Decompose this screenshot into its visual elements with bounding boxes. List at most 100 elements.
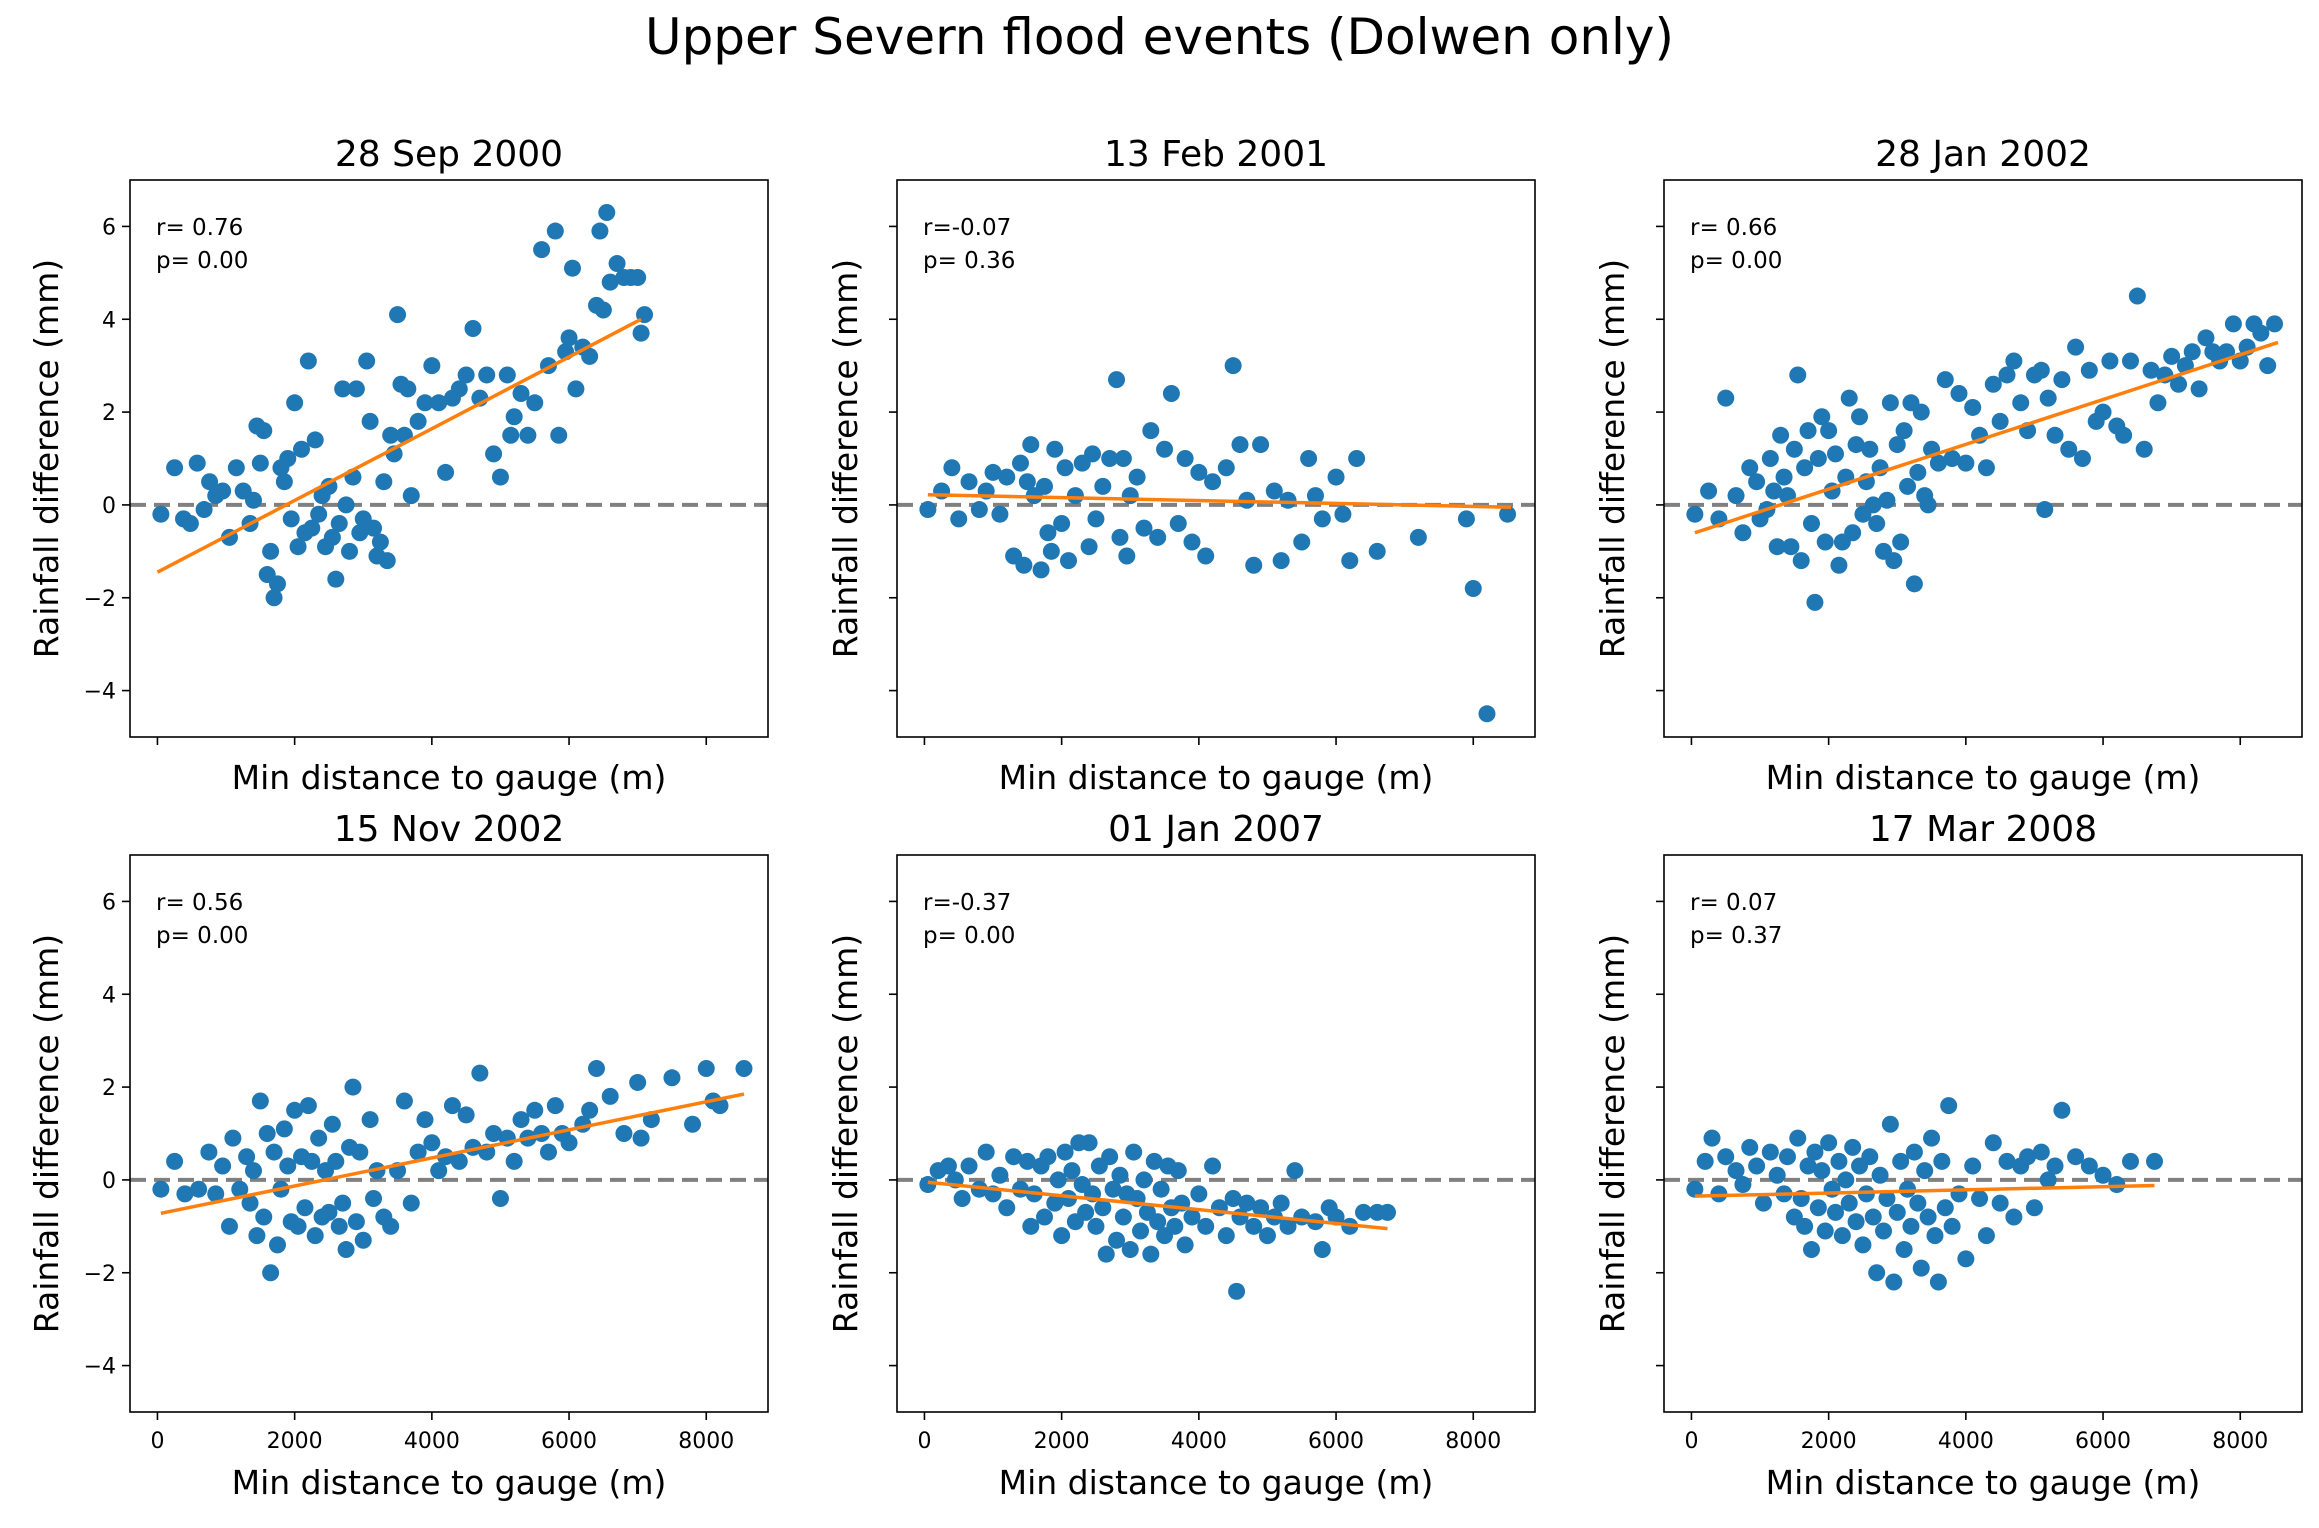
stats-annotation: p= 0.37 <box>1690 923 1782 949</box>
data-point <box>382 1217 400 1235</box>
data-point <box>258 1125 276 1142</box>
data-point <box>2032 1143 2050 1161</box>
data-point <box>201 473 219 491</box>
data-point <box>485 1125 503 1142</box>
data-point <box>991 1166 1009 1184</box>
data-point <box>190 1180 208 1198</box>
data-point <box>560 1134 578 1152</box>
data-point <box>1775 468 1793 486</box>
data-point <box>457 1106 475 1124</box>
data-point <box>244 1162 262 1180</box>
data-point <box>2121 1152 2139 1170</box>
data-point <box>1912 403 1930 421</box>
data-point <box>2128 287 2146 305</box>
data-point <box>2025 1199 2043 1217</box>
data-point <box>1802 514 1820 532</box>
data-point <box>2005 1208 2023 1226</box>
data-point <box>1895 422 1913 440</box>
y-axis-label: Rainfall difference (mm) <box>826 934 865 1333</box>
data-point <box>1864 496 1882 514</box>
x-tick-label: 0 <box>1684 1429 1698 1454</box>
data-point <box>1875 1222 1893 1240</box>
x-tick-label: 8000 <box>1445 1429 1501 1454</box>
data-point <box>1015 556 1033 574</box>
x-tick-label: 8000 <box>2212 1429 2268 1454</box>
data-point <box>1796 459 1814 477</box>
data-point <box>1084 445 1102 463</box>
data-point <box>1700 482 1718 500</box>
data-point <box>1121 487 1139 505</box>
data-point <box>550 426 568 444</box>
data-point <box>241 1194 259 1212</box>
axes-frame <box>896 854 1536 1413</box>
data-point <box>629 1073 647 1091</box>
data-point <box>1789 1129 1807 1147</box>
data-point <box>262 542 280 560</box>
data-point <box>2115 426 2133 444</box>
data-point <box>2135 440 2153 458</box>
data-point <box>347 380 365 398</box>
data-point <box>594 301 612 319</box>
data-point <box>1727 487 1745 505</box>
data-point <box>1929 454 1947 472</box>
y-axis-label: Rainfall difference (mm) <box>1593 259 1632 658</box>
subplot-5: 0 2000 4000 6000 8000 01 Jan 2007 Min distance… <box>826 809 1536 1502</box>
data-point <box>1499 505 1517 523</box>
data-point <box>320 1203 338 1221</box>
data-point <box>1734 1176 1752 1194</box>
data-point <box>1686 505 1704 523</box>
data-point <box>1087 1217 1105 1235</box>
x-axis-label: Min distance to gauge (m) <box>232 758 667 797</box>
data-point <box>1190 463 1208 481</box>
data-point <box>1060 552 1078 570</box>
data-point <box>2108 1176 2126 1194</box>
data-point <box>1300 450 1318 467</box>
data-point <box>1748 1157 1766 1175</box>
data-point <box>953 1189 971 1207</box>
data-point <box>423 1134 441 1152</box>
data-point <box>1909 463 1927 481</box>
data-point <box>365 1189 383 1207</box>
data-point <box>939 1157 957 1175</box>
data-point <box>1286 1162 1304 1180</box>
regression-line <box>156 317 642 574</box>
data-point <box>1094 1199 1112 1217</box>
data-point <box>1847 436 1865 454</box>
data-point <box>416 1111 434 1129</box>
data-point <box>166 1152 184 1170</box>
data-point <box>608 255 626 273</box>
data-point <box>1789 366 1807 384</box>
data-point <box>416 394 434 412</box>
stats-annotation: r= 0.56 <box>156 890 243 916</box>
data-point <box>1080 1134 1098 1152</box>
data-point <box>1238 1194 1256 1212</box>
data-point <box>2067 1148 2085 1166</box>
data-point <box>1868 514 1886 532</box>
data-point <box>443 1097 461 1115</box>
data-point <box>519 426 537 444</box>
data-point <box>2094 403 2112 421</box>
data-point <box>1265 482 1283 500</box>
figure-title: Upper Severn flood events (Dolwen only) <box>644 8 1675 66</box>
y-axis-label: Rainfall difference (mm) <box>27 259 66 658</box>
data-point <box>289 1217 307 1235</box>
data-point <box>1231 436 1249 454</box>
data-point <box>1977 1227 1995 1245</box>
data-point <box>1851 408 1869 426</box>
data-point <box>1909 1194 1927 1212</box>
data-point <box>581 1101 599 1119</box>
data-point <box>1060 1189 1078 1207</box>
data-point <box>289 538 307 556</box>
data-point <box>1279 1217 1297 1235</box>
data-point <box>587 1060 605 1078</box>
y-axis-label: Rainfall difference (mm) <box>826 259 865 658</box>
data-point <box>1778 1148 1796 1166</box>
data-point <box>402 1194 420 1212</box>
data-point <box>268 1236 286 1254</box>
data-point <box>1252 436 1270 454</box>
data-point <box>567 380 585 398</box>
data-point <box>244 491 262 509</box>
data-point <box>563 259 581 277</box>
data-point <box>1258 1227 1276 1245</box>
